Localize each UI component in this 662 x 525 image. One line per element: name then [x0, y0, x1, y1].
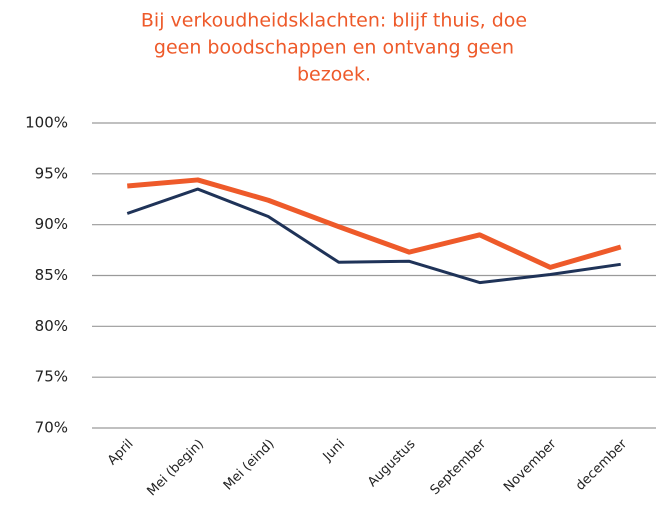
- y-tick-label: 80%: [35, 317, 68, 335]
- x-tick-label: december: [573, 436, 630, 493]
- x-tick-label: November: [501, 436, 560, 495]
- x-tick-label: April: [105, 437, 137, 469]
- x-tick-label: Mei (begin): [144, 437, 207, 500]
- y-tick-label: 95%: [35, 164, 68, 182]
- x-tick-label: September: [428, 436, 490, 498]
- x-tick-label: Mei (eind): [221, 437, 278, 494]
- x-tick-label: Juni: [320, 437, 348, 465]
- chart-title: geen boodschappen en ontvang geen: [154, 37, 514, 59]
- line-series: [127, 177, 622, 270]
- chart-title: bezoek.: [297, 64, 371, 86]
- y-tick-label: 90%: [35, 215, 68, 233]
- x-tick-label: Augustus: [365, 437, 419, 491]
- y-tick-label: 70%: [35, 419, 68, 437]
- y-tick-label: 85%: [35, 266, 68, 284]
- line-series: [126, 187, 621, 285]
- chart-title: Bij verkoudheidsklachten: blijf thuis, d…: [141, 10, 527, 32]
- y-tick-label: 75%: [35, 368, 68, 386]
- y-tick-label: 100%: [25, 114, 68, 132]
